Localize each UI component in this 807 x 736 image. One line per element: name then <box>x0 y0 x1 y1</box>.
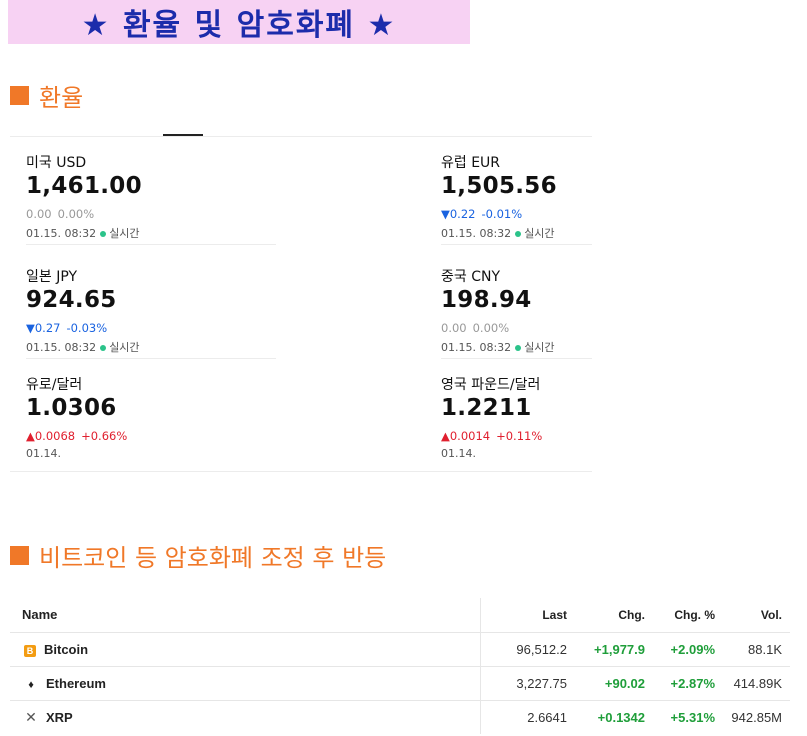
chg-pct-cell: +2.87% <box>653 665 723 700</box>
rate-eur-usd[interactable]: 유로/달러 1.0306 ▲0.0068 +0.66% 01.14. <box>26 359 276 467</box>
rate-change: 0.00 0.00% <box>26 207 95 221</box>
ethereum-icon: ♦ <box>28 678 34 691</box>
rate-name: 영국 파운드/달러 <box>441 377 541 393</box>
rate-time: 01.15. 08:32 실시간 <box>441 227 555 240</box>
table-row[interactable]: ✕ XRP 2.6641 +0.1342 +5.31% 942.85M <box>10 699 790 734</box>
square-bullet-icon <box>10 546 29 565</box>
page-banner: ★ 환율 및 암호화폐 ★ <box>8 0 470 44</box>
rate-cny[interactable]: 중국 CNY 198.94 0.00 0.00% 01.15. 08:32 실시간 <box>441 251 592 359</box>
live-dot-icon <box>100 230 107 237</box>
live-dot-icon <box>515 344 522 351</box>
rate-value: 924.65 <box>26 287 117 313</box>
rate-name: 일본 JPY <box>26 269 78 285</box>
rate-eur[interactable]: 유럽 EUR 1,505.56 ▼0.22 -0.01% 01.15. 08:32… <box>441 137 592 245</box>
rate-time: 01.15. 08:32 실시간 <box>441 341 555 354</box>
rate-jpy[interactable]: 일본 JPY 924.65 ▼0.27 -0.03% 01.15. 08:32 실시… <box>26 251 276 359</box>
table-row[interactable]: ♦ Ethereum 3,227.75 +90.02 +2.87% 414.89K <box>10 665 790 700</box>
rate-value: 1,461.00 <box>26 173 142 199</box>
exchange-section-title: 환율 <box>10 78 83 113</box>
rate-name: 중국 CNY <box>441 269 501 285</box>
coin-name-cell[interactable]: B Bitcoin <box>10 631 480 666</box>
rate-name: 미국 USD <box>26 155 87 171</box>
rate-time: 01.14. <box>441 447 476 460</box>
rate-gbp-usd[interactable]: 영국 파운드/달러 1.2211 ▲0.0014 +0.11% 01.14. <box>441 359 592 467</box>
vol-cell: 942.85M <box>723 699 790 734</box>
exchange-rate-card: 미국 USD 1,461.00 0.00 0.00% 01.15. 08:32 실시… <box>10 136 592 472</box>
square-bullet-icon <box>10 86 29 105</box>
exchange-section-label: 환율 <box>39 84 84 112</box>
col-header-chg-pct[interactable]: Chg. % <box>674 607 715 622</box>
rate-change: 0.00 0.00% <box>441 321 510 335</box>
rate-usd[interactable]: 미국 USD 1,461.00 0.00 0.00% 01.15. 08:32 실시… <box>26 137 276 245</box>
crypto-section-title: 비트코인 등 암호화폐 조정 후 반등 <box>10 538 386 573</box>
table-header-row: Name Last Chg. Chg. % Vol. <box>10 598 790 632</box>
xrp-icon: ✕ <box>25 708 37 725</box>
vol-cell: 88.1K <box>723 631 790 666</box>
rate-change: ▼0.22 -0.01% <box>441 207 523 221</box>
last-cell: 2.6641 <box>479 699 575 734</box>
live-dot-icon <box>100 344 107 351</box>
last-cell: 3,227.75 <box>479 665 575 700</box>
last-cell: 96,512.2 <box>479 631 575 666</box>
rate-name: 유럽 EUR <box>441 155 501 171</box>
rate-change: ▲0.0068 +0.66% <box>26 429 128 443</box>
tab-indicator <box>163 134 203 136</box>
rate-value: 1.2211 <box>441 395 532 421</box>
col-header-chg[interactable]: Chg. <box>618 607 645 622</box>
rate-value: 198.94 <box>441 287 532 313</box>
rate-name: 유로/달러 <box>26 377 83 393</box>
chg-pct-cell: +5.31% <box>653 699 723 734</box>
live-dot-icon <box>515 230 522 237</box>
crypto-section-label: 비트코인 등 암호화폐 조정 후 반등 <box>39 544 387 572</box>
bitcoin-icon: B <box>24 644 36 657</box>
rate-time: 01.15. 08:32 실시간 <box>26 227 140 240</box>
coin-name-cell[interactable]: ♦ Ethereum <box>10 665 480 700</box>
rate-value: 1.0306 <box>26 395 117 421</box>
rate-change: ▼0.27 -0.03% <box>26 321 108 335</box>
chg-cell: +1,977.9 <box>575 631 653 666</box>
col-header-last[interactable]: Last <box>479 598 575 632</box>
chg-cell: +0.1342 <box>575 699 653 734</box>
vol-cell: 414.89K <box>723 665 790 700</box>
chg-cell: +90.02 <box>575 665 653 700</box>
crypto-table: Name Last Chg. Chg. % Vol. B Bitcoin 96,5… <box>10 598 790 734</box>
rate-time: 01.15. 08:32 실시간 <box>26 341 140 354</box>
col-header-vol[interactable]: Vol. <box>760 607 782 622</box>
coin-name-cell[interactable]: ✕ XRP <box>10 699 480 734</box>
rate-change: ▲0.0014 +0.11% <box>441 429 543 443</box>
col-header-name[interactable]: Name <box>22 607 58 623</box>
table-row[interactable]: B Bitcoin 96,512.2 +1,977.9 +2.09% 88.1K <box>10 631 790 666</box>
chg-pct-cell: +2.09% <box>653 631 723 666</box>
rate-time: 01.14. <box>26 447 61 460</box>
rate-value: 1,505.56 <box>441 173 557 199</box>
